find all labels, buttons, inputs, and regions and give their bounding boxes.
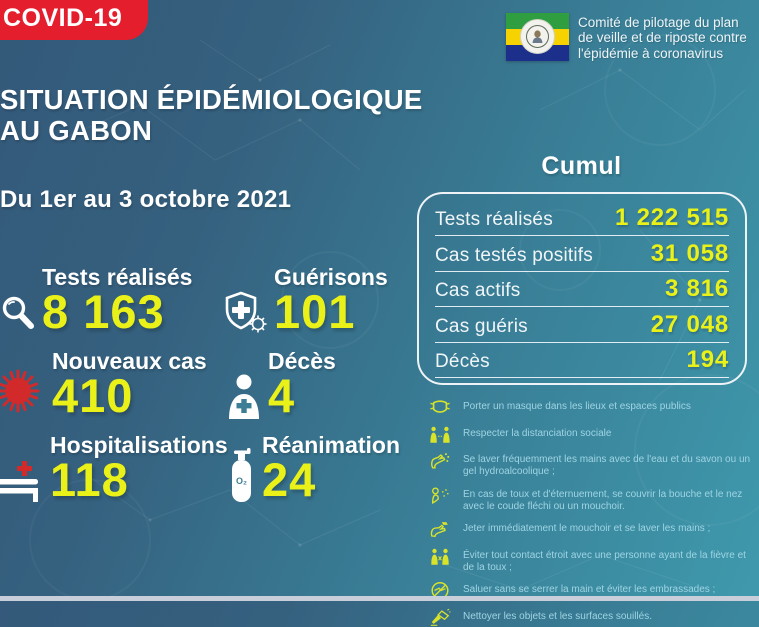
recommendation-text: Nettoyer les objets et les surfaces soui… — [463, 610, 652, 622]
recommendations-list: Porter un masque dans les lieux et espac… — [429, 398, 757, 627]
cumul-row-label: Décès — [435, 351, 490, 372]
stat-hospitalisations: Hospitalisations 118 — [0, 432, 228, 503]
recommendation-item: Jeter immédiatement le mouchoir et se la… — [429, 520, 757, 539]
recommendation-text: Porter un masque dans les lieux et espac… — [463, 401, 691, 412]
recommendation-item: En cas de toux et d'éternuement, se couv… — [429, 486, 757, 513]
cumul-row-actifs: Cas actifs 3 816 — [435, 274, 729, 307]
cumul-row-tests: Tests réalisés 1 222 515 — [435, 203, 729, 236]
cumul-row-value: 3 816 — [664, 275, 729, 302]
cumul-row-gueris: Cas guéris 27 048 — [435, 310, 729, 343]
magnifier-icon — [2, 296, 34, 330]
distancing-icon — [430, 426, 450, 443]
committee-name-line2: de veille et de riposte contre — [578, 30, 747, 46]
recommendation-item: Porter un masque dans les lieux et espac… — [429, 398, 757, 417]
cumul-row-label: Cas testés positifs — [435, 244, 593, 266]
committee-name-line1: Comité de pilotage du plan — [578, 15, 739, 30]
page-title-line1: SITUATION ÉPIDÉMIOLOGIQUE — [0, 84, 423, 115]
stat-reanimation: O₂ Réanimation 24 — [228, 432, 400, 503]
gabon-emblem-icon — [520, 19, 555, 54]
cumul-row-label: Tests réalisés — [435, 209, 553, 230]
stat-value: 410 — [52, 369, 134, 423]
cumul-row-deces: Décès 194 — [435, 345, 729, 378]
stat-deces: Décès 4 — [226, 348, 336, 419]
page-title: SITUATION ÉPIDÉMIOLOGIQUE AU GABON — [0, 84, 423, 147]
recommendation-text: Se laver fréquemment les mains avec de l… — [463, 454, 751, 477]
committee-logo-block: Comité de pilotage du plan de veille et … — [506, 13, 747, 61]
stat-label: Décès — [268, 348, 336, 374]
recommendation-item: Nettoyer les objets et les surfaces soui… — [429, 608, 757, 627]
stat-value: 4 — [268, 369, 296, 423]
page-title-line2: AU GABON — [0, 114, 153, 146]
cumul-table: Tests réalisés 1 222 515 Cas testés posi… — [417, 192, 747, 385]
reporting-period: Du 1er au 3 octobre 2021 — [0, 186, 292, 213]
cough-elbow-icon — [431, 486, 449, 504]
cumul-row-value: 31 058 — [650, 239, 729, 267]
committee-name: Comité de pilotage du plan de veille et … — [578, 13, 747, 61]
stat-value: 24 — [262, 453, 317, 507]
recommendation-item: Se laver fréquemment les mains avec de l… — [429, 451, 757, 478]
recommendation-text: Éviter tout contact étroit avec une pers… — [463, 549, 746, 573]
mask-icon — [430, 400, 450, 413]
cumul-title: Cumul — [541, 152, 622, 180]
bottom-border-strip — [0, 596, 759, 601]
svg-text:O₂: O₂ — [236, 476, 247, 486]
hand-wash-icon — [431, 453, 450, 469]
discard-tissue-icon — [430, 522, 448, 538]
stat-nouveaux-cas: Nouveaux cas 410 — [0, 348, 207, 419]
shield-cross-icon — [225, 291, 267, 333]
clean-surfaces-icon — [430, 608, 451, 626]
stat-label: Hospitalisations — [50, 432, 228, 458]
stat-label: Guérisons — [274, 264, 388, 290]
person-cross-icon — [229, 374, 259, 420]
cumul-row-value: 27 048 — [650, 310, 729, 338]
cumul-row-value: 1 222 515 — [615, 204, 729, 231]
recommendation-text: Jeter immédiatement le mouchoir et se la… — [463, 523, 711, 534]
stat-label: Tests réalisés — [42, 264, 193, 290]
oxygen-tank-icon: O₂ — [232, 448, 251, 503]
stat-value: 8 163 — [42, 285, 165, 339]
covid-19-badge: COVID-19 — [0, 0, 149, 40]
cumul-row-value: 194 — [686, 346, 729, 373]
recommendation-text: Saluer sans se serrer la main et éviter … — [463, 584, 716, 595]
recommendation-text: En cas de toux et d'éternuement, se couv… — [463, 488, 743, 512]
avoid-contact-icon — [431, 548, 449, 565]
recommendation-text: Respecter la distanciation sociale — [463, 427, 612, 439]
committee-name-line3: l'épidémie à coronavirus — [578, 45, 724, 61]
hospital-bed-icon — [0, 461, 38, 503]
stat-tests-realises: Tests réalisés 8 163 — [0, 264, 192, 335]
recommendation-item: Éviter tout contact étroit avec une pers… — [429, 547, 757, 574]
gabon-flag — [506, 13, 569, 61]
cumul-row-label: Cas actifs — [435, 280, 521, 301]
cumul-row-positifs: Cas testés positifs 31 058 — [435, 239, 729, 272]
virus-icon — [0, 369, 40, 413]
stat-label: Réanimation — [262, 432, 401, 458]
stat-value: 118 — [50, 453, 129, 507]
stat-value: 101 — [274, 285, 356, 339]
recommendation-item: Respecter la distanciation sociale — [429, 425, 757, 444]
cumul-row-label: Cas guéris — [435, 315, 528, 337]
stat-guerisons: Guérisons 101 — [222, 264, 388, 335]
stat-label: Nouveaux cas — [52, 348, 207, 374]
